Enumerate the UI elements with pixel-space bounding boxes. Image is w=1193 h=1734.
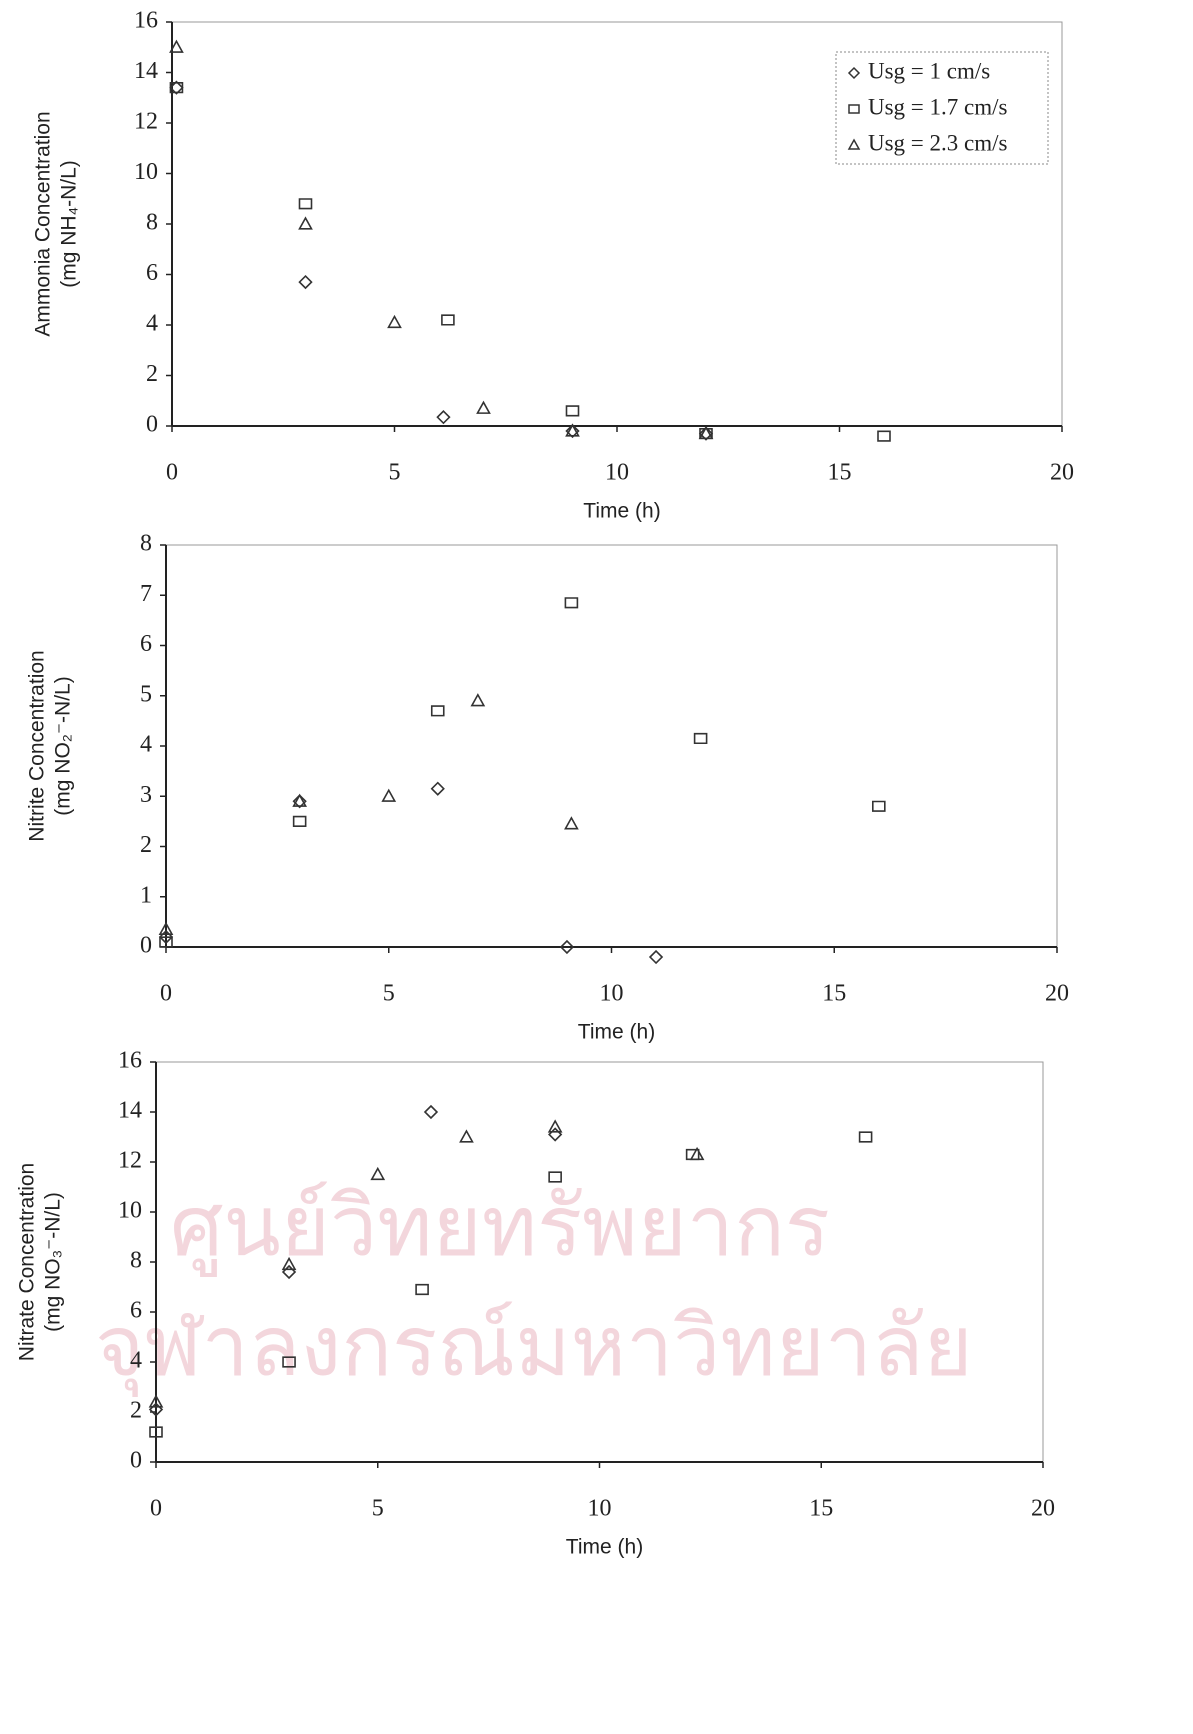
y-tick-label: 8 — [130, 1248, 142, 1274]
y-axis-label: (mg NH₄-N/L) — [58, 160, 81, 288]
legend-label: Usg = 2.3 cm/s — [868, 130, 1008, 155]
y-tick-label: 10 — [118, 1198, 142, 1224]
y-tick-label: 1 — [140, 882, 152, 908]
marker — [300, 276, 312, 288]
marker — [650, 951, 662, 963]
marker — [873, 802, 885, 812]
y-tick-label: 2 — [130, 1398, 142, 1424]
x-tick-label: 15 — [822, 981, 846, 1007]
marker — [565, 818, 577, 829]
legend-label: Usg = 1 cm/s — [868, 58, 990, 83]
y-tick-label: 14 — [118, 1098, 142, 1124]
x-tick-label: 20 — [1031, 1496, 1055, 1522]
marker — [460, 1131, 472, 1142]
marker — [567, 406, 579, 416]
x-tick-label: 15 — [828, 460, 852, 486]
marker — [442, 315, 454, 325]
x-tick-label: 10 — [600, 981, 624, 1007]
marker — [300, 218, 312, 229]
marker — [383, 790, 395, 801]
marker — [416, 1285, 428, 1295]
y-tick-label: 8 — [146, 210, 158, 236]
x-tick-label: 15 — [809, 1496, 833, 1522]
x-tick-label: 5 — [389, 460, 401, 486]
marker — [549, 1129, 561, 1141]
marker — [437, 411, 449, 423]
y-axis-label: Ammonia Concentration — [32, 111, 55, 336]
x-tick-label: 20 — [1050, 460, 1074, 486]
y-tick-label: 16 — [134, 8, 158, 34]
marker — [389, 316, 401, 327]
y-tick-label: 3 — [140, 782, 152, 808]
y-tick-label: 16 — [118, 1048, 142, 1074]
x-axis-label: Time (h) — [583, 500, 660, 523]
y-tick-label: 4 — [140, 732, 152, 758]
watermark: จุฬาลงกรณ์มหาวิทยาลัย — [95, 1297, 973, 1398]
plot-frame — [166, 545, 1057, 947]
y-tick-label: 2 — [146, 361, 158, 387]
marker — [425, 1106, 437, 1118]
y-tick-label: 2 — [140, 832, 152, 858]
marker — [300, 199, 312, 209]
page: ศูนย์วิทยทรัพยากร จุฬาลงกรณ์มหาวิทยาลัย … — [0, 0, 1193, 1734]
x-tick-label: 0 — [160, 981, 172, 1007]
marker — [860, 1132, 872, 1142]
watermark: ศูนย์วิทยทรัพยากร — [170, 1177, 830, 1277]
y-tick-label: 4 — [130, 1348, 142, 1374]
y-tick-label: 14 — [134, 58, 158, 84]
marker — [565, 598, 577, 608]
x-axis-label: Time (h) — [578, 1021, 655, 1044]
x-tick-label: 5 — [383, 981, 395, 1007]
y-axis-label: (mg NO₃⁻-N/L) — [42, 1192, 65, 1332]
y-tick-label: 0 — [140, 933, 152, 959]
x-tick-label: 0 — [166, 460, 178, 486]
marker — [478, 402, 490, 413]
marker — [294, 795, 306, 806]
x-tick-label: 10 — [588, 1496, 612, 1522]
y-tick-label: 12 — [118, 1148, 142, 1174]
y-tick-label: 8 — [140, 531, 152, 557]
x-tick-label: 5 — [372, 1496, 384, 1522]
y-tick-label: 5 — [140, 681, 152, 707]
marker — [472, 695, 484, 706]
x-tick-label: 20 — [1045, 981, 1069, 1007]
legend-label: Usg = 1.7 cm/s — [868, 94, 1008, 119]
y-tick-label: 6 — [140, 631, 152, 657]
y-axis-label: (mg NO₂⁻-N/L) — [52, 676, 75, 815]
x-axis-label: Time (h) — [566, 1536, 643, 1559]
marker — [695, 734, 707, 744]
marker — [294, 817, 306, 827]
y-tick-label: 12 — [134, 109, 158, 135]
y-axis-label: Nitrate Concentration — [16, 1163, 39, 1361]
x-tick-label: 10 — [605, 460, 629, 486]
marker — [549, 1121, 561, 1132]
y-tick-label: 6 — [130, 1298, 142, 1324]
y-axis-label: Nitrite Concentration — [26, 650, 49, 841]
y-tick-label: 6 — [146, 260, 158, 286]
y-tick-label: 0 — [146, 412, 158, 438]
y-tick-label: 4 — [146, 311, 158, 337]
marker — [878, 431, 890, 441]
x-tick-label: 0 — [150, 1496, 162, 1522]
y-tick-label: 7 — [140, 581, 152, 607]
y-tick-label: 10 — [134, 159, 158, 185]
marker — [432, 706, 444, 716]
marker — [432, 783, 444, 795]
y-tick-label: 0 — [130, 1448, 142, 1474]
